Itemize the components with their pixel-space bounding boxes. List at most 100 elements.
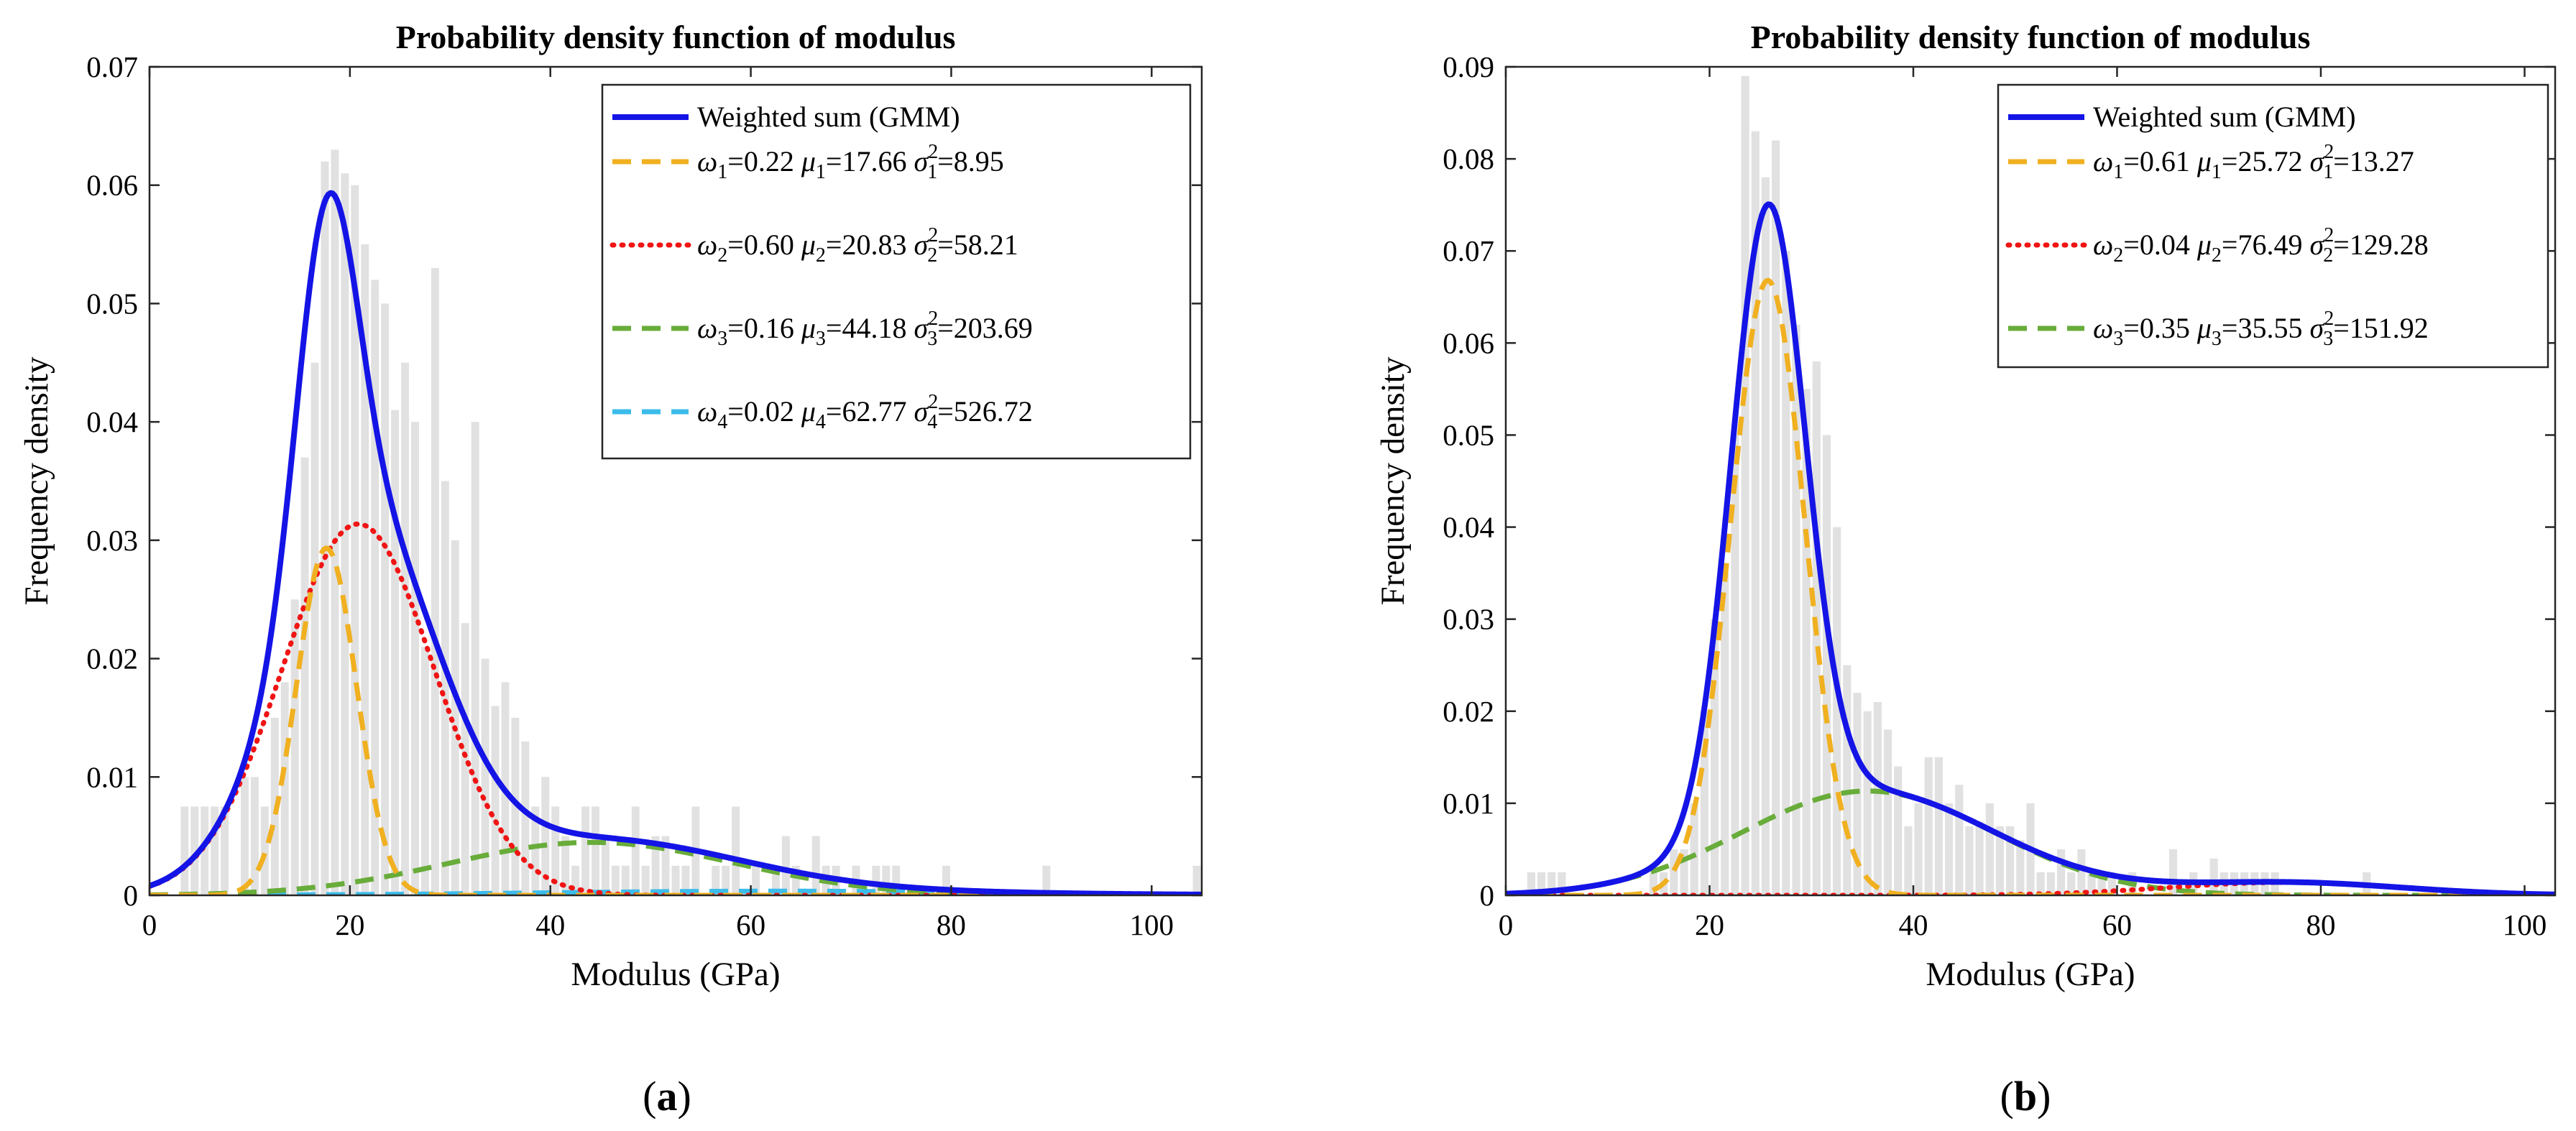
legend-subscript: 3 xyxy=(927,328,937,350)
histogram-bar xyxy=(1700,711,1708,895)
legend: Weighted sum (GMM)ω1=0.61 μ1=25.72 σ2 1=1… xyxy=(1997,83,2549,369)
legend-superscript: 2 xyxy=(928,141,938,163)
caption-letter: a xyxy=(657,1073,678,1120)
histogram-bar xyxy=(1680,849,1688,895)
histogram-bar xyxy=(2046,872,2055,895)
histogram-bar xyxy=(791,865,800,895)
legend-eq: = xyxy=(2222,228,2238,261)
legend-omega: ω xyxy=(2093,228,2113,261)
legend-label-3: ω3=0.35 μ3=35.55 σ2 3=151.92 xyxy=(2093,308,2429,350)
histogram-bar xyxy=(1537,872,1546,895)
histogram-bar xyxy=(1833,527,1841,895)
y-tick-label: 0.01 xyxy=(1443,787,1494,820)
histogram-bar xyxy=(521,741,530,895)
x-tick-label: 60 xyxy=(736,908,765,941)
legend-mu: μ xyxy=(2190,228,2212,261)
histogram-bar xyxy=(2097,872,2106,895)
histogram-bar xyxy=(1527,872,1536,895)
x-tick-label: 100 xyxy=(1130,908,1174,941)
legend-eq: = xyxy=(937,228,954,261)
y-tick-label: 0.03 xyxy=(86,524,138,557)
caption-paren: ) xyxy=(678,1073,691,1120)
component-curve-2 xyxy=(1506,880,2555,895)
legend: Weighted sum (GMM)ω1=0.22 μ1=17.66 σ2 1=8… xyxy=(601,83,1192,460)
histogram-bar xyxy=(1914,803,1923,895)
legend-eq: = xyxy=(2222,145,2238,177)
histogram-bar xyxy=(1761,177,1770,895)
histogram-bar xyxy=(401,362,410,895)
y-tick-label: 0.04 xyxy=(1443,511,1494,544)
histogram-bar xyxy=(250,777,259,895)
legend-variance: 526.72 xyxy=(954,395,1033,428)
histogram-bar xyxy=(1558,872,1566,895)
legend-mu: μ xyxy=(794,145,816,177)
y-tick-label: 0.07 xyxy=(86,50,138,83)
histogram-bar xyxy=(1873,701,1882,895)
histogram-bar xyxy=(631,806,640,895)
legend-weight: 0.35 xyxy=(2140,312,2190,344)
x-tick-label: 0 xyxy=(142,908,157,941)
histogram-bar xyxy=(1547,872,1556,895)
histogram-bar xyxy=(2209,858,2218,895)
histogram-bar xyxy=(561,836,570,895)
histogram-bar xyxy=(1710,619,1719,895)
histogram-bar xyxy=(2016,840,2025,895)
legend-label-1: ω1=0.61 μ1=25.72 σ2 1=13.27 xyxy=(2093,141,2414,183)
legend-mu: μ xyxy=(794,312,816,344)
histogram-bar xyxy=(1751,131,1760,895)
histogram-bar xyxy=(280,682,289,895)
x-axis-label: Modulus (GPa) xyxy=(571,956,780,993)
legend-mu: μ xyxy=(2190,312,2212,344)
legend-eq: = xyxy=(727,312,744,344)
y-tick-label: 0.03 xyxy=(1443,603,1494,636)
legend-eq: = xyxy=(2333,145,2350,177)
legend-variance: 58.21 xyxy=(954,228,1018,261)
legend-sigma: σ xyxy=(906,228,929,261)
histogram-bar xyxy=(290,599,299,895)
histogram-bar xyxy=(371,280,380,895)
histogram-bar xyxy=(1782,251,1790,895)
legend-label-gmm: Weighted sum (GMM) xyxy=(2093,101,2356,133)
histogram-bar xyxy=(451,540,459,895)
legend-subscript: 3 xyxy=(717,328,727,350)
histogram-bar xyxy=(882,865,891,895)
legend-superscript: 2 xyxy=(928,224,938,246)
histogram-bar xyxy=(892,865,901,895)
histogram-bar xyxy=(2006,826,2015,895)
legend-box xyxy=(1997,83,2549,369)
legend-variance: 8.95 xyxy=(954,145,1004,177)
y-tick-label: 0.02 xyxy=(1443,695,1494,728)
histogram-bar xyxy=(381,303,390,895)
histogram-bar xyxy=(2077,849,2086,895)
histogram-bar xyxy=(1945,803,1954,895)
plot-content xyxy=(1506,75,2555,895)
legend-superscript: 2 xyxy=(2324,308,2334,330)
legend-omega: ω xyxy=(2093,312,2113,344)
legend-label-2: ω2=0.04 μ2=76.49 σ2 2=129.28 xyxy=(2093,224,2429,267)
caption-paren: ) xyxy=(2037,1073,2051,1120)
x-tick-label: 20 xyxy=(335,908,364,941)
y-tick-label: 0.06 xyxy=(86,169,138,202)
x-tick-label: 40 xyxy=(535,908,565,941)
x-axis-label: Modulus (GPa) xyxy=(1926,956,2135,993)
legend-sigma: σ xyxy=(906,395,929,428)
histogram-bar xyxy=(331,149,339,895)
legend-label-3: ω3=0.16 μ3=44.18 σ2 3=203.69 xyxy=(697,308,1033,350)
legend-subscript: 1 xyxy=(2113,161,2123,183)
histogram-bar xyxy=(361,244,369,895)
histogram-bar xyxy=(221,806,229,895)
legend-eq: = xyxy=(2333,312,2350,344)
legend-sigma: σ xyxy=(906,145,929,177)
histogram-bar xyxy=(1924,757,1933,895)
legend-omega: ω xyxy=(697,145,717,177)
histogram-bar xyxy=(1690,803,1698,895)
legend-mean: 44.18 xyxy=(842,312,906,344)
histogram-bar xyxy=(591,806,599,895)
x-tick-label: 100 xyxy=(2503,908,2547,941)
component-curve-1 xyxy=(150,545,1202,895)
x-tick-label: 80 xyxy=(2306,908,2335,941)
chart-panel-a: 0 20 40 60 80 100 0 0.01 0.02 0.03 0.04 0.05 0.06 0.0… xyxy=(18,19,1203,1120)
legend-mu: μ xyxy=(794,228,816,261)
histogram-bar xyxy=(431,268,439,895)
histogram-bar xyxy=(471,422,479,895)
